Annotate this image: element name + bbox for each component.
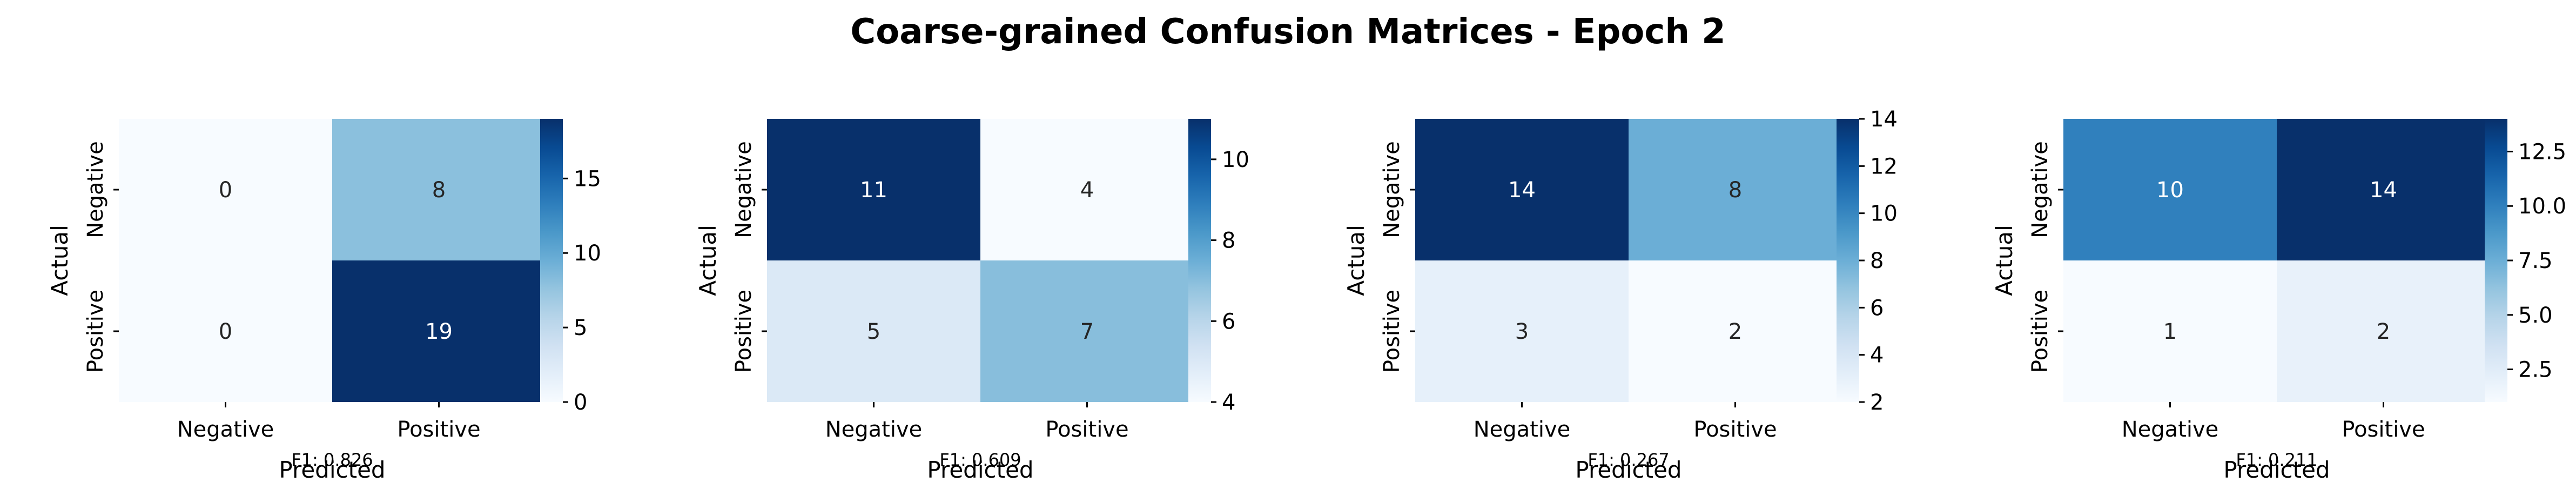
cell-value-label: 2 [2377, 319, 2390, 344]
y-tick-label: Positive [731, 290, 756, 373]
colorbar-tick-label: 5 [574, 316, 587, 340]
x-axis-label: Predicted [2223, 457, 2330, 482]
colorbar [540, 119, 563, 402]
heatmap-cell [119, 260, 332, 402]
heatmap-cell [980, 260, 1194, 402]
colorbar [2485, 119, 2507, 402]
confusion-matrix-panel-3: 14 8 3 2 Negative Positive Negative Positive Pre… [1343, 107, 1898, 482]
colorbar-tick-label: 2 [1870, 390, 1884, 415]
y-tick-label: Positive [83, 290, 108, 373]
heatmap-cell [980, 119, 1194, 260]
colorbar-tick-label: 7.5 [2518, 249, 2553, 273]
cell-value-label: 11 [860, 178, 887, 203]
colorbar [1188, 119, 1211, 402]
heatmap-cell [1629, 260, 1842, 402]
cell-value-label: 19 [425, 319, 453, 344]
heatmap-cell [2277, 260, 2490, 402]
heatmap-cell [1415, 119, 1629, 260]
colorbar-tick-label: 6 [1222, 309, 1235, 334]
colorbar-tick-label: 8 [1870, 249, 1884, 273]
heatmap-cell [2063, 260, 2277, 402]
colorbar-tick-label: 15 [574, 166, 601, 191]
colorbar-tick-label: 4 [1870, 343, 1884, 368]
colorbar-tick-label: 12 [1870, 154, 1898, 179]
y-tick-label: Positive [2028, 290, 2053, 373]
x-axis-label: Predicted [1575, 457, 1682, 482]
x-tick-label: Negative [1474, 417, 1571, 442]
heatmap-cell [767, 119, 980, 260]
cell-value-label: 14 [2370, 178, 2397, 203]
y-axis-label: Actual [1991, 225, 2017, 296]
y-axis-label: Actual [695, 225, 721, 296]
f1-score-annotation: F1: 0.826 [291, 450, 373, 470]
confusion-matrix-panel-1: 0 8 0 19 Negative Positive Negative Positive Pre… [46, 119, 601, 482]
y-tick-label: Negative [83, 141, 108, 238]
y-axis-label: Actual [46, 225, 73, 296]
colorbar-tick-label: 4 [1222, 390, 1235, 415]
f1-score-annotation: F1: 0.267 [1588, 450, 1669, 470]
x-tick-label: Negative [2122, 417, 2219, 442]
figure-title: Coarse-grained Confusion Matrices - Epoc… [850, 12, 1726, 52]
x-tick-label: Positive [1045, 417, 1128, 442]
colorbar [1837, 119, 1859, 402]
colorbar-tick-label: 5.0 [2518, 303, 2553, 328]
confusion-matrix-panel-4: 10 14 1 2 Negative Positive Negative Positive Pr… [1991, 119, 2566, 482]
cell-value-label: 3 [1515, 319, 1529, 344]
colorbar-tick-label: 10 [1222, 148, 1249, 172]
x-tick-label: Positive [1693, 417, 1777, 442]
colorbar-tick-label: 2.5 [2518, 358, 2553, 383]
cell-value-label: 0 [219, 319, 232, 344]
x-tick-label: Positive [397, 417, 480, 442]
confusion-matrix-panel-2: 11 4 5 7 Negative Positive Negative Positive Pre… [695, 119, 1249, 482]
heatmap-cell [119, 119, 332, 260]
cell-value-label: 8 [1728, 178, 1742, 203]
y-axis-label: Actual [1343, 225, 1369, 296]
cell-value-label: 5 [867, 319, 880, 344]
heatmap-cell [767, 260, 980, 402]
colorbar-tick-label: 6 [1870, 296, 1884, 320]
y-tick-label: Negative [2028, 141, 2053, 238]
x-axis-label: Predicted [279, 457, 385, 482]
heatmap-cell [2063, 119, 2277, 260]
cell-value-label: 7 [1080, 319, 1094, 344]
colorbar-tick-label: 14 [1870, 107, 1898, 132]
f1-score-annotation: F1: 0.211 [2236, 450, 2317, 470]
x-tick-label: Positive [2342, 417, 2425, 442]
x-tick-label: Negative [825, 417, 923, 442]
colorbar-tick-label: 12.5 [2518, 139, 2566, 164]
heatmap-cell [332, 119, 546, 260]
colorbar-tick-label: 10 [574, 241, 601, 266]
x-tick-label: Negative [177, 417, 274, 442]
cell-value-label: 4 [1080, 178, 1094, 203]
f1-score-annotation: F1: 0.609 [939, 450, 1021, 470]
cell-value-label: 1 [2163, 319, 2177, 344]
y-tick-label: Positive [1380, 290, 1404, 373]
x-axis-label: Predicted [927, 457, 1033, 482]
heatmap-cell [1415, 260, 1629, 402]
colorbar-tick-label: 8 [1222, 229, 1235, 253]
cell-value-label: 0 [219, 178, 232, 203]
colorbar-tick-label: 0 [574, 390, 587, 415]
cell-value-label: 10 [2156, 178, 2184, 203]
y-tick-label: Negative [1380, 141, 1404, 238]
cell-value-label: 8 [432, 178, 446, 203]
heatmap-cell [332, 260, 546, 402]
cell-value-label: 2 [1728, 319, 1742, 344]
heatmap-cell [2277, 119, 2490, 260]
heatmap-cell [1629, 119, 1842, 260]
colorbar-tick-label: 10.0 [2518, 194, 2566, 219]
colorbar-tick-label: 10 [1870, 202, 1898, 226]
cell-value-label: 14 [1508, 178, 1536, 203]
y-tick-label: Negative [731, 141, 756, 238]
